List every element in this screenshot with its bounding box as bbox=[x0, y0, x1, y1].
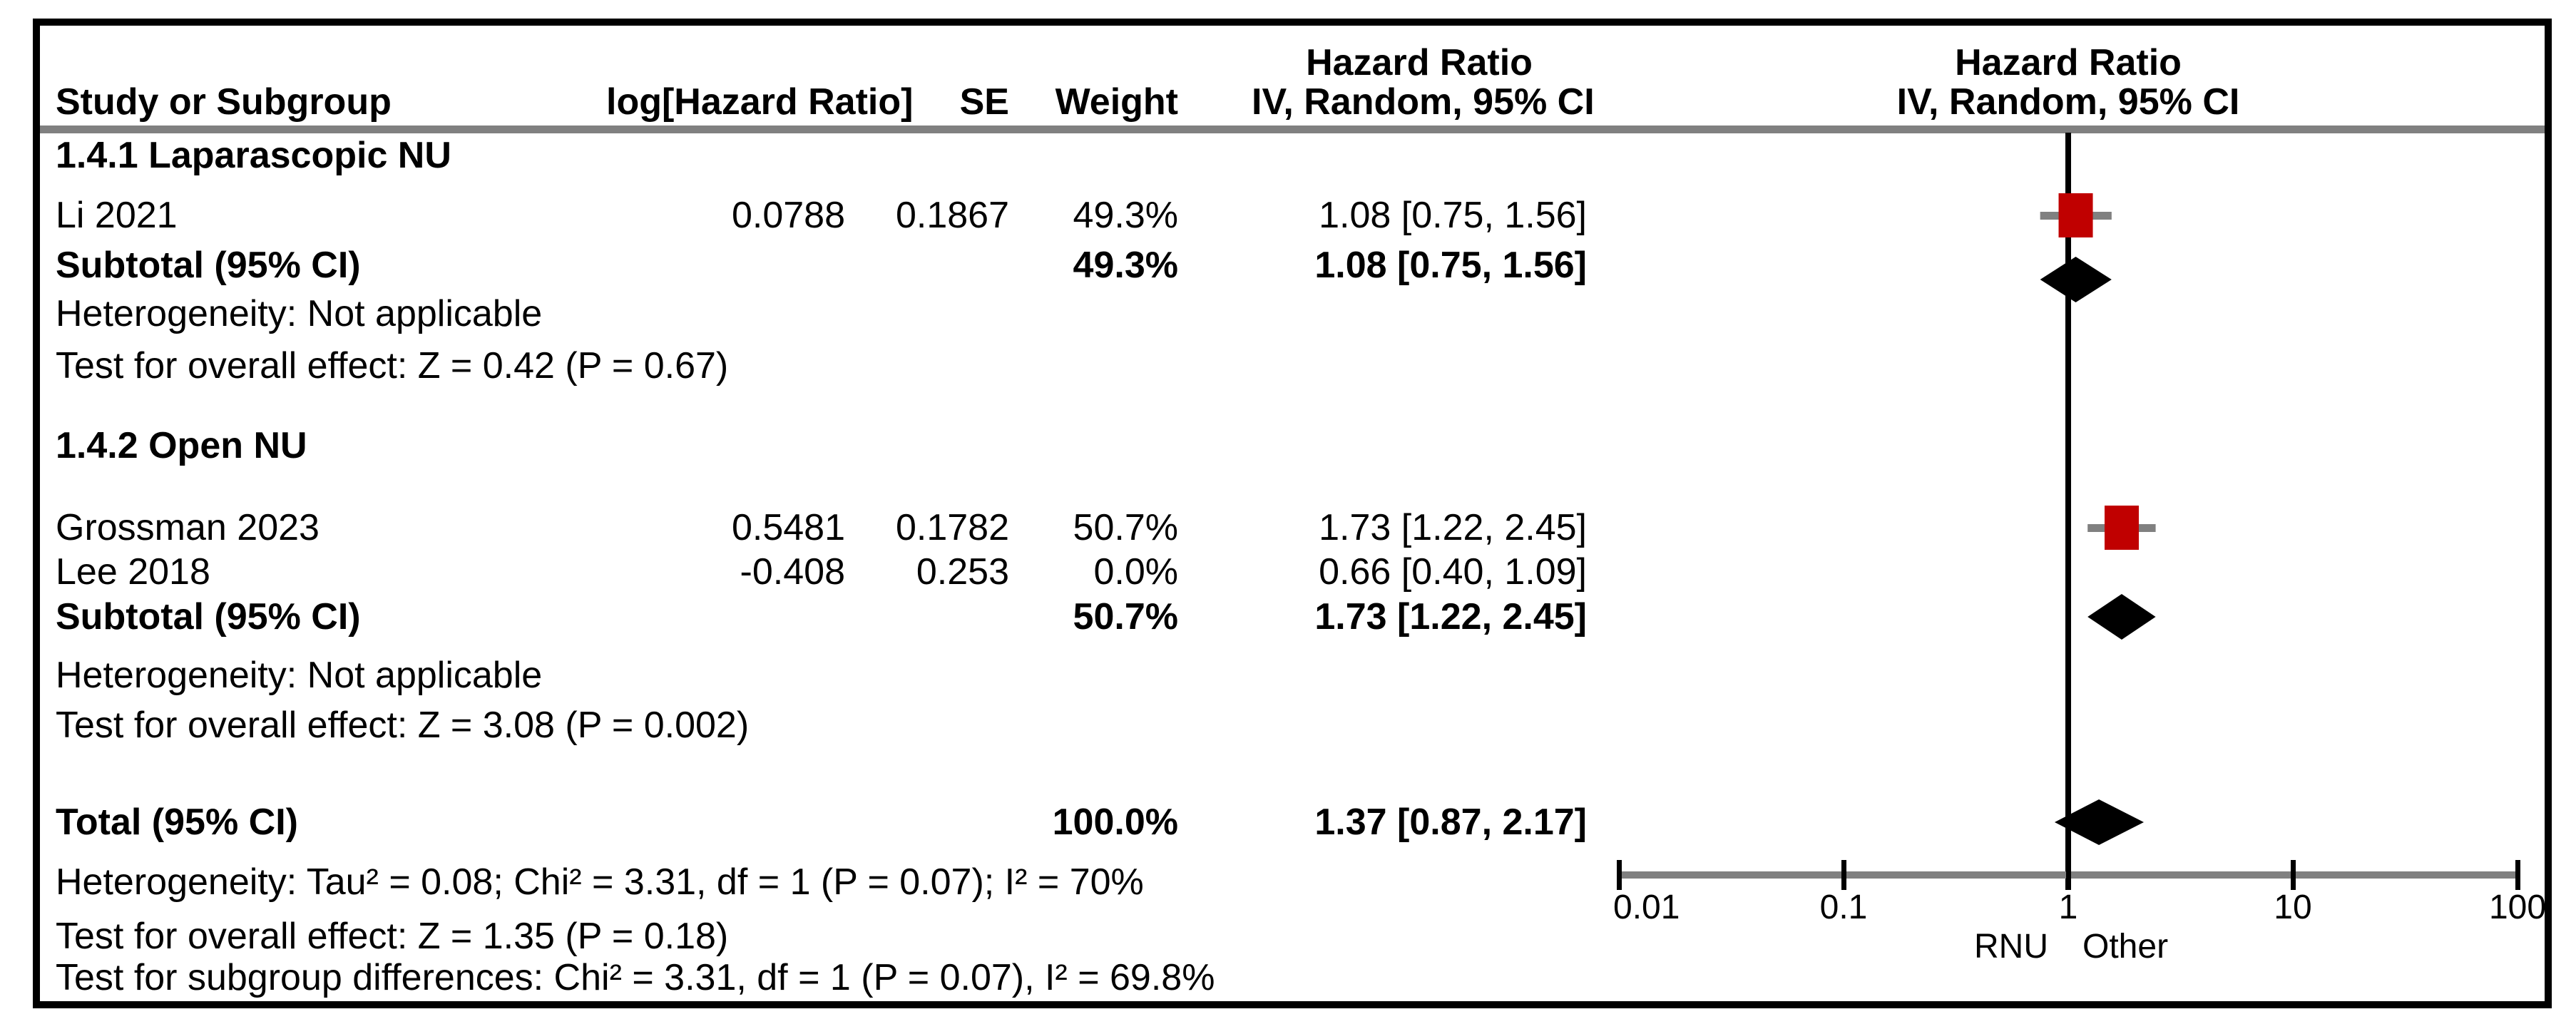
total-heterogeneity: Heterogeneity: Tau² = 0.08; Chi² = 3.31,… bbox=[0, 860, 2576, 904]
header-line2: Study or Subgroup log[Hazard Ratio] SE W… bbox=[0, 80, 2576, 124]
col-header-ci: IV, Random, 95% CI bbox=[1252, 81, 1595, 123]
axis-tick-label-0.01: 0.01 bbox=[1613, 889, 1680, 926]
study-name: Li 2021 bbox=[56, 195, 178, 236]
favours-right-label: Other bbox=[2082, 928, 2169, 966]
subgroup1-header: 1.4.1 Laparascopic NU bbox=[0, 133, 2576, 178]
subgroup1-overall-effect: Test for overall effect: Z = 0.42 (P = 0… bbox=[0, 344, 2576, 388]
x-axis-tick bbox=[1617, 860, 1622, 890]
subtotal-label: Subtotal (95% CI) bbox=[56, 596, 361, 638]
plot-frame bbox=[33, 19, 2552, 1008]
study-name: Grossman 2023 bbox=[56, 507, 320, 548]
col-header-se: SE bbox=[959, 81, 1009, 123]
study-weight: 50.7% bbox=[1073, 507, 1178, 548]
axis-tick-label-100: 100 bbox=[2488, 889, 2547, 926]
subgroup-differences: Test for subgroup differences: Chi² = 3.… bbox=[0, 956, 2576, 1000]
subgroup2-overall-effect: Test for overall effect: Z = 3.08 (P = 0… bbox=[0, 703, 2576, 747]
plot-model-subtitle: IV, Random, 95% CI bbox=[1896, 81, 2240, 123]
table-effect-title: Hazard Ratio bbox=[1306, 42, 1533, 83]
study-ci: 1.08 [0.75, 1.56] bbox=[1319, 195, 1587, 236]
overall-effect-text: Test for overall effect: Z = 3.08 (P = 0… bbox=[56, 705, 750, 746]
header-line1: Hazard Ratio Hazard Ratio bbox=[0, 41, 2576, 85]
heterogeneity-text: Heterogeneity: Not applicable bbox=[56, 655, 543, 696]
study-se: 0.253 bbox=[916, 551, 1009, 593]
heterogeneity-text: Heterogeneity: Not applicable bbox=[56, 293, 543, 334]
subtotal-label: Subtotal (95% CI) bbox=[56, 245, 361, 286]
subtotal-diamond bbox=[2087, 594, 2156, 640]
study-loghr: -0.408 bbox=[740, 551, 845, 593]
total-ci: 1.37 [0.87, 2.17] bbox=[1314, 802, 1587, 843]
axis-tick-label-10: 10 bbox=[2274, 889, 2312, 926]
study-name: Lee 2018 bbox=[56, 551, 210, 593]
study-row-lee-2018: Lee 2018 -0.408 0.253 0.0% 0.66 [0.40, 1… bbox=[0, 550, 2576, 594]
study-loghr: 0.0788 bbox=[731, 195, 845, 236]
study-se: 0.1867 bbox=[895, 195, 1009, 236]
subgroup1-title: 1.4.1 Laparascopic NU bbox=[56, 135, 451, 176]
overall-effect-text: Test for overall effect: Z = 0.42 (P = 0… bbox=[56, 345, 729, 386]
subtotal2-row: Subtotal (95% CI) 50.7% 1.73 [1.22, 2.45… bbox=[0, 595, 2576, 639]
overall-effect-text: Test for overall effect: Z = 1.35 (P = 0… bbox=[56, 916, 729, 957]
no-effect-line bbox=[2065, 133, 2071, 890]
study-weight: 49.3% bbox=[1073, 195, 1178, 236]
favours-left-label: RNU bbox=[1974, 928, 2048, 966]
subtotal-ci: 1.73 [1.22, 2.45] bbox=[1314, 596, 1587, 638]
study-ci: 0.66 [0.40, 1.09] bbox=[1319, 551, 1587, 593]
plot-effect-title: Hazard Ratio bbox=[1955, 42, 2182, 83]
x-axis-tick bbox=[2515, 860, 2520, 890]
total-overall-effect: Test for overall effect: Z = 1.35 (P = 0… bbox=[0, 914, 2576, 958]
study-se: 0.1782 bbox=[895, 507, 1009, 548]
study-row-li-2021: Li 2021 0.0788 0.1867 49.3% 1.08 [0.75, … bbox=[0, 193, 2576, 237]
subgroup1-heterogeneity: Heterogeneity: Not applicable bbox=[0, 292, 2576, 336]
subtotal-weight: 49.3% bbox=[1073, 245, 1178, 286]
col-header-study: Study or Subgroup bbox=[56, 81, 392, 123]
subgroup2-header: 1.4.2 Open NU bbox=[0, 424, 2576, 468]
total-label: Total (95% CI) bbox=[56, 802, 298, 843]
col-header-weight: Weight bbox=[1055, 81, 1178, 123]
total-diamond bbox=[2054, 799, 2144, 845]
axis-tick-label-0.1: 0.1 bbox=[1819, 889, 1868, 926]
x-axis-tick bbox=[2066, 860, 2071, 890]
study-weight: 0.0% bbox=[1093, 551, 1178, 593]
total-weight: 100.0% bbox=[1052, 802, 1178, 843]
subgroup2-title: 1.4.2 Open NU bbox=[56, 425, 307, 466]
total-row: Total (95% CI) 100.0% 1.37 [0.87, 2.17] bbox=[0, 800, 2576, 844]
study-point-marker bbox=[2104, 506, 2139, 550]
x-axis-tick bbox=[1841, 860, 1846, 890]
subtotal1-row: Subtotal (95% CI) 49.3% 1.08 [0.75, 1.56… bbox=[0, 243, 2576, 287]
subgroup-differences-text: Test for subgroup differences: Chi² = 3.… bbox=[56, 957, 1215, 998]
subgroup2-heterogeneity: Heterogeneity: Not applicable bbox=[0, 653, 2576, 697]
x-axis-tick bbox=[2291, 860, 2296, 890]
study-point-marker bbox=[2058, 193, 2093, 237]
study-row-grossman-2023: Grossman 2023 0.5481 0.1782 50.7% 1.73 [… bbox=[0, 506, 2576, 550]
subtotal-weight: 50.7% bbox=[1073, 596, 1178, 638]
study-ci: 1.73 [1.22, 2.45] bbox=[1319, 507, 1587, 548]
header-rule bbox=[40, 126, 2545, 133]
axis-tick-label-1: 1 bbox=[2058, 889, 2078, 926]
subtotal-ci: 1.08 [0.75, 1.56] bbox=[1314, 245, 1587, 286]
study-loghr: 0.5481 bbox=[731, 507, 845, 548]
heterogeneity-text: Heterogeneity: Tau² = 0.08; Chi² = 3.31,… bbox=[56, 861, 1144, 903]
subtotal-diamond bbox=[2040, 257, 2112, 302]
